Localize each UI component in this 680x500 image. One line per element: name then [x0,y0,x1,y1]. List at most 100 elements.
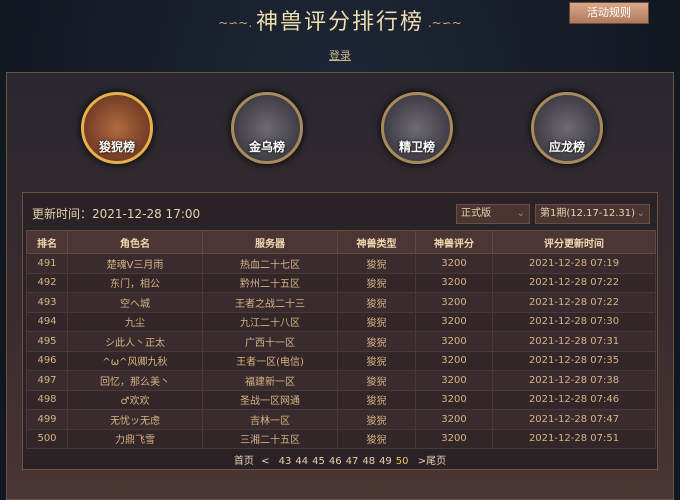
beast-tab-jingwei[interactable]: 精卫榜 [381,92,453,164]
next-page[interactable]: > [417,456,427,467]
rules-button[interactable]: 活动规则 [569,2,649,24]
cell-server: 福建新一区 [202,370,338,391]
title-text: 神兽评分排行榜 [255,10,424,35]
table-row: 496 ^ω^风卿九秋 王者一区(电信) 狻猊 3200 2021-12-28 07:35 [26,350,656,371]
page-45[interactable]: 45 [312,456,325,467]
cell-server: 热血二十七区 [202,253,338,274]
version-value: 正式版 [461,208,491,219]
cell-update-time: 2021-12-28 07:47 [492,409,656,430]
col-score: 神兽评分 [415,230,493,254]
login-link[interactable]: 登录 [329,49,351,62]
cell-score: 3200 [415,428,493,449]
cell-update-time: 2021-12-28 07:46 [492,389,656,410]
prev-page[interactable]: < [261,456,270,467]
cell-score: 3200 [415,331,493,352]
cell-score: 3200 [415,292,493,313]
col-role: 角色名 [67,230,203,254]
col-server: 服务器 [202,230,338,254]
cell-update-time: 2021-12-28 07:38 [492,370,656,391]
cell-score: 3200 [415,272,493,293]
cell-beast-type: 狻猊 [337,350,416,371]
page-46[interactable]: 46 [328,456,342,467]
page-50[interactable]: 50 [395,456,409,467]
cell-role-name: 楚魂V三月雨 [67,253,203,274]
chevron-down-icon: ⌄ [636,208,645,219]
cell-score: 3200 [415,350,493,371]
page-49[interactable]: 49 [379,456,392,467]
cell-beast-type: 狻猊 [337,311,416,332]
cell-role-name: 无忧ッ无虑 [67,409,203,430]
cell-score: 3200 [415,409,493,430]
cell-rank: 498 [26,389,68,410]
cell-beast-type: 狻猊 [337,389,416,410]
cell-server: 王者之战二十三 [202,292,338,313]
cell-rank: 497 [26,370,68,391]
table-header: 排名 角色名 服务器 神兽类型 神兽评分 评分更新时间 [26,230,656,254]
col-rank: 排名 [26,230,68,254]
cell-score: 3200 [415,253,493,274]
cell-rank: 493 [26,292,68,313]
col-time: 评分更新时间 [492,230,656,254]
cell-beast-type: 狻猊 [337,428,416,449]
cell-beast-type: 狻猊 [337,409,416,430]
cell-server: 黔州二十五区 [202,272,338,293]
beast-label: 精卫榜 [398,140,435,154]
ornament-left-icon: ~∽~. [218,16,256,30]
cell-role-name: 回忆，那么美丶 [67,370,203,391]
table-row: 498 ♂欢欢 圣战一区网通 狻猊 3200 2021-12-28 07:46 [26,389,656,410]
last-page[interactable]: 尾页 [426,456,447,467]
cell-rank: 495 [26,331,68,352]
table-row: 497 回忆，那么美丶 福建新一区 狻猊 3200 2021-12-28 07:38 [26,370,656,391]
beast-tab-jinwu[interactable]: 金乌榜 [231,92,303,164]
cell-score: 3200 [415,311,493,332]
pagination: 首页 < 43 44 45 46 47 48 49 50 >尾页 [0,452,680,467]
cell-server: 圣战一区网通 [202,389,338,410]
beast-label: 应龙榜 [548,140,585,154]
cell-beast-type: 狻猊 [337,272,416,293]
cell-rank: 499 [26,409,68,430]
cell-role-name: 东门，相公 [67,272,203,293]
col-type: 神兽类型 [337,230,416,254]
update-time: 更新时间：2021-12-28 17:00 [32,207,201,221]
table-row: 491 楚魂V三月雨 热血二十七区 狻猊 3200 2021-12-28 07:19 [26,253,656,274]
cell-server: 广西十一区 [202,331,338,352]
page-44[interactable]: 44 [295,456,309,467]
cell-role-name: 力鼎飞雪 [67,428,203,449]
cell-role-name: ^ω^风卿九秋 [67,350,203,371]
cell-rank: 500 [26,428,68,449]
chevron-down-icon: ⌄ [516,208,525,219]
period-value: 第1期(12.17-12.31) [540,208,636,219]
page-title: ~∽~. 神兽评分排行榜 .~∽~ [0,4,680,36]
beast-tab-yinglong[interactable]: 应龙榜 [531,92,603,164]
cell-score: 3200 [415,389,493,410]
table-row: 499 无忧ッ无虑 吉林一区 狻猊 3200 2021-12-28 07:47 [26,409,656,430]
cell-role-name: ♂欢欢 [67,389,203,410]
cell-beast-type: 狻猊 [337,331,416,352]
page-47[interactable]: 47 [345,456,359,467]
table-row: 500 力鼎飞雪 三湘二十五区 狻猊 3200 2021-12-28 07:51 [26,428,656,449]
cell-update-time: 2021-12-28 07:22 [492,272,656,293]
page-48[interactable]: 48 [362,456,376,467]
beast-label: 金乌榜 [248,140,285,154]
page-43[interactable]: 43 [278,456,292,467]
cell-update-time: 2021-12-28 07:35 [492,350,656,371]
cell-beast-type: 狻猊 [337,370,416,391]
period-select[interactable]: 第1期(12.17-12.31) ⌄ [535,204,650,224]
cell-role-name: 九尘 [67,311,203,332]
table-row: 495 シ此人丶正太 广西十一区 狻猊 3200 2021-12-28 07:31 [26,331,656,352]
cell-beast-type: 狻猊 [337,292,416,313]
cell-server: 王者一区(电信) [202,350,338,371]
first-page[interactable]: 首页 [233,456,254,467]
beast-tab-suanni[interactable]: 狻猊榜 [81,92,153,164]
cell-update-time: 2021-12-28 07:31 [492,331,656,352]
ornament-right-icon: .~∽~ [424,16,462,30]
cell-role-name: 空ヘ城 [67,292,203,313]
version-select[interactable]: 正式版 ⌄ [456,204,530,224]
ranking-table: 排名 角色名 服务器 神兽类型 神兽评分 评分更新时间 491 楚魂V三月雨 热血二… [26,230,656,449]
cell-rank: 496 [26,350,68,371]
table-row: 494 九尘 九江二十八区 狻猊 3200 2021-12-28 07:30 [26,311,656,332]
table-row: 492 东门，相公 黔州二十五区 狻猊 3200 2021-12-28 07:22 [26,272,656,293]
beast-label: 狻猊榜 [98,140,135,154]
cell-server: 九江二十八区 [202,311,338,332]
cell-server: 三湘二十五区 [202,428,338,449]
